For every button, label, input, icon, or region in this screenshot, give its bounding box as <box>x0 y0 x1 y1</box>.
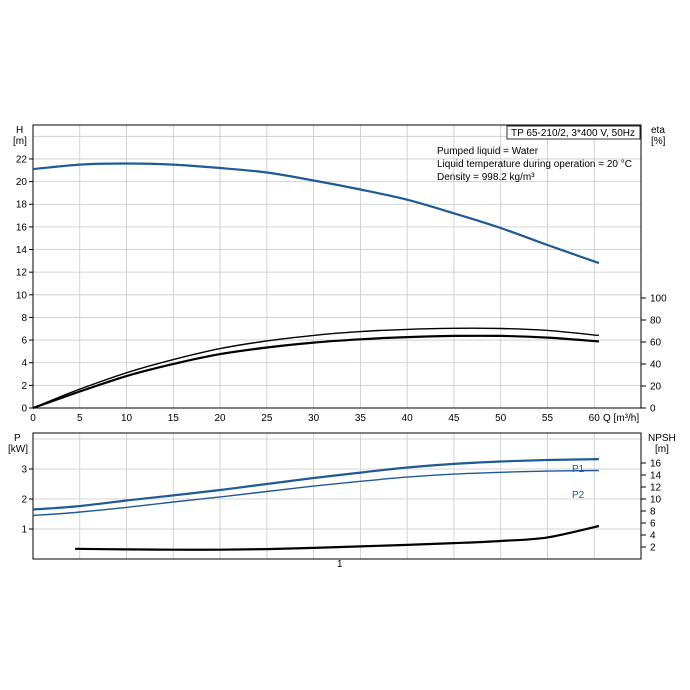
top-left-tick-label: 6 <box>21 336 27 347</box>
top-left-axis-label-line1: H <box>16 125 23 136</box>
top-left-axis-label-line2: [m] <box>13 136 27 147</box>
info-line-liquid: Pumped liquid = Water <box>437 146 539 157</box>
x-tick-label: 0 <box>30 413 36 424</box>
bottom-right-tick-label: 6 <box>650 519 656 530</box>
bottom-right-axis-label-line2: [m] <box>655 444 669 455</box>
top-panel-series <box>32 162 600 410</box>
eta-curve-lower <box>32 334 599 410</box>
bottom-left-tick-label: 3 <box>21 465 27 476</box>
bottom-right-axis-label-line1: NPSH <box>648 433 676 444</box>
eta-curve-upper <box>32 327 599 409</box>
top-right-tick-label: 40 <box>650 360 662 371</box>
bottom-right-tick-label: 10 <box>650 495 662 506</box>
top-panel-frame <box>32 124 642 409</box>
info-line-temperature: Liquid temperature during operation = 20… <box>437 159 632 170</box>
bottom-left-tick-label: 1 <box>21 525 27 536</box>
top-panel-ticks: 0 5 10 15 20 25 30 35 40 45 50 55 60 0 2 4 6 8 10 12 14 16 18 2… <box>16 154 667 424</box>
bottom-right-tick-label: 2 <box>650 543 656 554</box>
x-tick-label: 55 <box>542 413 554 424</box>
top-left-tick-label: 16 <box>16 222 28 233</box>
bottom-x-note: 1 <box>337 559 343 570</box>
x-tick-label: 10 <box>121 413 133 424</box>
top-right-tick-label: 100 <box>650 294 667 305</box>
top-left-tick-label: 4 <box>21 358 27 369</box>
top-right-axis-label-line1: eta <box>651 125 665 136</box>
power-curve-p2 <box>32 469 599 517</box>
bottom-panel-frame <box>32 432 642 560</box>
npsh-curve <box>75 524 600 551</box>
bottom-left-axis-label-line2: [kW] <box>8 444 28 455</box>
top-left-tick-label: 18 <box>16 200 28 211</box>
x-tick-label: 35 <box>355 413 367 424</box>
x-tick-label: 50 <box>495 413 507 424</box>
top-right-tick-label: 80 <box>650 316 662 327</box>
top-left-tick-label: 22 <box>16 154 28 165</box>
x-tick-label: 5 <box>77 413 83 424</box>
top-left-tick-label: 12 <box>16 268 28 279</box>
x-tick-label: 45 <box>448 413 460 424</box>
top-right-tick-label: 0 <box>650 404 656 415</box>
series-label-p1: P1 <box>572 464 585 475</box>
x-tick-label: 20 <box>215 413 227 424</box>
top-right-tick-label: 20 <box>650 382 662 393</box>
x-tick-label: 15 <box>168 413 180 424</box>
bottom-right-tick-label: 8 <box>650 507 656 518</box>
bottom-right-tick-label: 4 <box>650 531 656 542</box>
top-left-tick-label: 0 <box>21 404 27 415</box>
top-right-axis-label-line2: [%] <box>651 136 666 147</box>
bottom-right-tick-label: 14 <box>650 471 662 482</box>
top-left-tick-label: 8 <box>21 313 27 324</box>
bottom-left-axis-label-line1: P <box>14 433 21 444</box>
model-label: TP 65-210/2, 3*400 V, 50Hz <box>511 128 635 139</box>
bottom-panel-grid <box>32 433 641 559</box>
x-axis-label: Q [m³/h] <box>603 413 639 424</box>
bottom-left-tick-label: 2 <box>21 495 27 506</box>
series-label-p2: P2 <box>572 490 585 501</box>
bottom-right-tick-label: 16 <box>650 459 662 470</box>
top-right-tick-label: 60 <box>650 338 662 349</box>
x-tick-label: 30 <box>308 413 320 424</box>
bottom-panel-series <box>32 458 600 551</box>
info-line-density: Density = 998.2 kg/m³ <box>437 172 535 183</box>
bottom-right-tick-label: 12 <box>650 483 662 494</box>
head-curve <box>32 162 600 265</box>
x-tick-label: 40 <box>402 413 414 424</box>
top-left-tick-label: 20 <box>16 177 28 188</box>
power-curve-p1 <box>32 458 599 511</box>
model-box <box>506 125 641 140</box>
top-left-tick-label: 14 <box>16 245 28 256</box>
top-left-tick-label: 2 <box>21 381 27 392</box>
x-tick-label: 60 <box>589 413 601 424</box>
top-left-tick-label: 10 <box>16 290 28 301</box>
x-tick-label: 25 <box>261 413 273 424</box>
